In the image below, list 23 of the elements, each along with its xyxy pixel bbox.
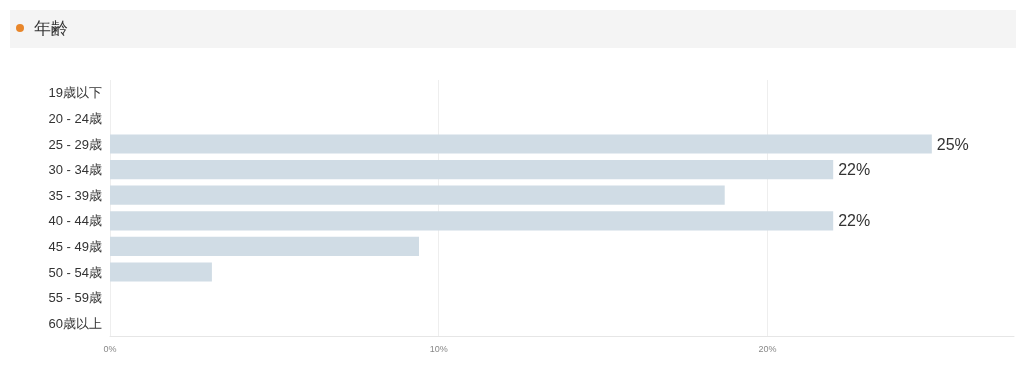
data-label: 25% <box>936 135 969 153</box>
bar <box>110 262 212 282</box>
bar <box>110 236 419 256</box>
y-tick-label: 19歳以下 <box>48 85 102 101</box>
y-tick-label: 20 - 24歳 <box>48 110 102 126</box>
x-tick-label: 20% <box>758 343 777 354</box>
x-tick-label: 10% <box>429 343 448 354</box>
y-tick-label: 25 - 29歳 <box>48 136 102 152</box>
y-tick-label: 40 - 44歳 <box>48 213 102 229</box>
bar <box>110 185 725 205</box>
x-tick-label: 0% <box>103 343 117 354</box>
y-tick-label: 35 - 39歳 <box>48 187 102 203</box>
bar <box>110 211 834 231</box>
data-label: 22% <box>838 212 871 230</box>
y-tick-label: 45 - 49歳 <box>48 238 102 254</box>
y-tick-label: 60歳以上 <box>48 315 102 331</box>
y-tick-label: 55 - 59歳 <box>48 290 102 306</box>
y-tick-label: 30 - 34歳 <box>48 162 102 178</box>
bar <box>110 134 932 154</box>
bar <box>110 160 834 180</box>
chart-title: 年齢 <box>34 17 68 40</box>
data-label: 22% <box>838 161 871 179</box>
y-tick-label: 50 - 54歳 <box>48 264 102 280</box>
